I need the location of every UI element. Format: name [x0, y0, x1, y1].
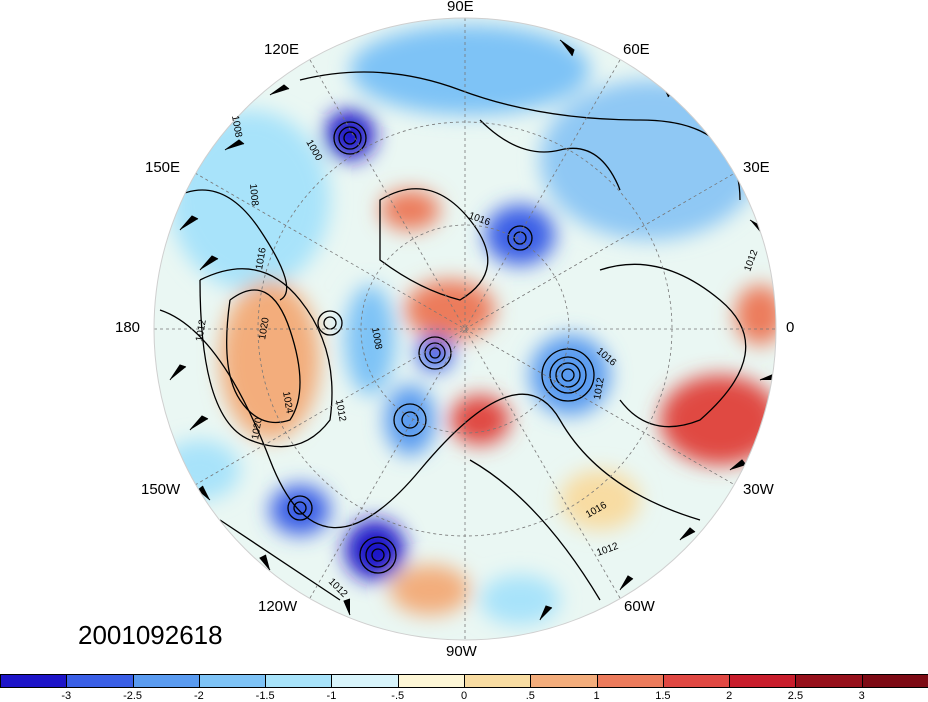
isobar-label: 1020 [250, 416, 265, 440]
colorbar-swatch [198, 674, 267, 688]
lon-label-120e: 120E [264, 41, 300, 58]
isobar-label: 1016 [254, 246, 269, 270]
isobar-label: 1008 [247, 183, 260, 207]
colorbar-label: 2 [726, 690, 733, 702]
isobar-label: 1008 [229, 115, 244, 139]
colorbar-label: 0 [460, 690, 468, 702]
colorbar-swatch [596, 674, 664, 688]
colorbar-swatch [397, 674, 465, 688]
colorbar-label: 1 [593, 690, 600, 702]
isobar-label: 1020 [257, 316, 272, 340]
lon-label-60e: 60E [623, 41, 650, 58]
colorbar-swatch [66, 674, 134, 688]
colorbar-swatch [464, 674, 532, 688]
lon-label-30e: 30E [743, 159, 770, 176]
isobar-label: 1012 [194, 318, 209, 342]
colorbar-swatch [530, 674, 598, 688]
colorbar: -3 -2.5 -2 -1.5 -1 -.5 0 .5 1 1.5 2 2.5 3 [0, 674, 928, 702]
isobar-label: 1024 [280, 391, 295, 415]
colorbar-swatch [132, 674, 200, 688]
lon-label-150w: 150W [141, 481, 181, 498]
colorbar-label: .5 [525, 690, 535, 702]
date-stamp: 2001092618 [78, 620, 223, 650]
lon-label-30w: 30W [743, 481, 774, 498]
colorbar-swatch [861, 674, 928, 688]
lon-label-180: 180 [115, 319, 141, 336]
map-border [153, 17, 777, 641]
polar-map: 1008 1008 1012 1016 1020 1024 1020 1012 … [153, 17, 777, 641]
colorbar-label: -1 [326, 690, 337, 702]
lon-label-60w: 60W [624, 598, 655, 615]
colorbar-label: 3 [858, 690, 865, 702]
colorbar-swatch [0, 674, 68, 688]
colorbar-swatch [662, 674, 731, 688]
colorbar-label: -2 [193, 690, 204, 702]
lon-label-90w: 90W [446, 643, 477, 660]
lon-label-150e: 150E [145, 159, 181, 176]
colorbar-swatch [729, 674, 797, 688]
graticule [154, 18, 776, 640]
colorbar-label: -2.5 [123, 690, 143, 702]
colorbar-swatch [331, 674, 399, 688]
isobar-label: 1012 [592, 376, 607, 400]
colorbar-label: 2.5 [787, 690, 804, 702]
colorbar-swatch [795, 674, 863, 688]
isobars [159, 71, 747, 601]
lon-label-120w: 120W [258, 598, 298, 615]
colorbar-label: -1.5 [255, 690, 275, 702]
lon-label-90e: 90E [447, 0, 474, 15]
colorbar-swatch [265, 674, 333, 688]
colorbar-label: -3 [61, 690, 72, 702]
isobar-label: 1012 [333, 399, 348, 423]
colorbar-label: 1.5 [655, 690, 671, 702]
lon-label-0: 0 [786, 319, 795, 336]
isobar-label: 1008 [369, 327, 384, 351]
colorbar-label: -.5 [391, 690, 405, 702]
